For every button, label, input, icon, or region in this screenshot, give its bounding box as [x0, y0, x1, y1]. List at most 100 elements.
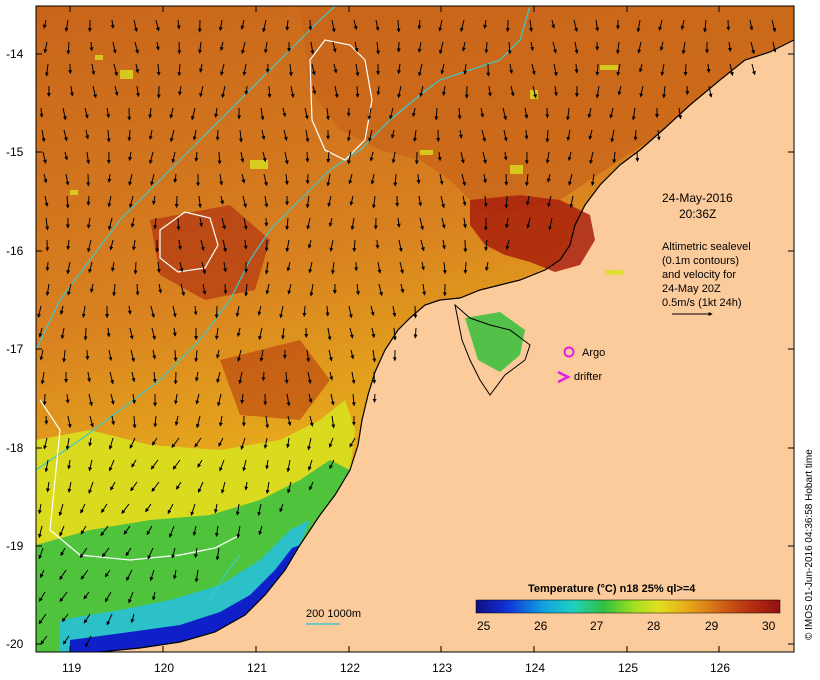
velocity-arrow [397, 85, 402, 99]
drifter-marker-icon [557, 370, 571, 384]
land-coast [585, 40, 794, 290]
velocity-arrow [708, 85, 713, 98]
velocity-arrow [152, 195, 156, 205]
velocity-arrow [106, 107, 111, 119]
velocity-arrow [199, 217, 204, 228]
velocity-arrow [88, 393, 93, 407]
velocity-arrow [131, 459, 137, 468]
velocity-arrow [59, 569, 67, 581]
velocity-arrow [88, 459, 93, 472]
velocity-arrow [121, 503, 130, 515]
velocity-arrow [525, 173, 529, 187]
velocity-arrow [285, 239, 290, 253]
velocity-arrow [368, 129, 373, 143]
velocity-arrow [177, 63, 182, 77]
velocity-arrow [285, 217, 290, 231]
velocity-arrow [172, 327, 177, 337]
velocity-arrow [609, 107, 614, 119]
velocity-arrow [265, 283, 270, 295]
velocity-arrow [566, 129, 571, 142]
velocity-arrow [590, 173, 595, 186]
velocity-arrow [680, 19, 685, 30]
velocity-arrow [411, 107, 416, 118]
velocity-arrow [125, 547, 132, 557]
velocity-arrow [308, 261, 313, 274]
velocity-arrow [463, 239, 468, 253]
velocity-arrow [178, 85, 183, 96]
velocity-arrow [218, 19, 223, 32]
velocity-arrow [327, 327, 332, 341]
velocity-arrow [155, 19, 160, 32]
velocity-arrow [150, 459, 159, 470]
velocity-arrow [108, 437, 114, 450]
velocity-arrow [128, 195, 134, 209]
drifter-legend-label: drifter [574, 371, 602, 383]
velocity-arrow [148, 151, 154, 165]
velocity-arrow [60, 327, 65, 340]
bay-outline [454, 303, 531, 396]
velocity-arrow [287, 283, 292, 295]
velocity-arrow [349, 437, 356, 448]
velocity-arrow [69, 85, 74, 97]
velocity-arrow [399, 261, 404, 274]
velocity-arrow [532, 85, 537, 99]
velocity-arrow [439, 173, 444, 186]
velocity-arrow [109, 239, 114, 251]
velocity-arrow [244, 85, 249, 96]
velocity-arrow [504, 217, 509, 229]
velocity-arrow [65, 393, 70, 404]
velocity-arrow [241, 41, 246, 55]
velocity-arrow [104, 569, 111, 578]
velocity-arrow [214, 107, 219, 118]
velocity-arrow [440, 63, 445, 75]
velocity-arrow [307, 459, 313, 471]
velocity-arrow [44, 63, 49, 77]
argo-legend-label: Argo [582, 347, 605, 359]
velocity-arrow [434, 107, 439, 121]
velocity-arrow [503, 151, 508, 161]
velocity-arrow [110, 261, 115, 272]
velocity-arrow [59, 525, 65, 537]
velocity-arrow [355, 85, 360, 98]
velocity-arrow [566, 107, 570, 121]
velocity-arrow [284, 173, 289, 186]
velocity-arrow [328, 437, 334, 448]
velocity-arrow [461, 173, 467, 187]
velocity-arrow [215, 547, 220, 561]
velocity-arrow [281, 327, 286, 340]
velocity-arrow [587, 107, 592, 119]
velocity-arrow [104, 591, 112, 603]
velocity-arrow [63, 129, 68, 142]
velocity-arrow [221, 85, 226, 99]
velocity-arrow [545, 151, 550, 164]
velocity-arrow [110, 19, 115, 29]
velocity-arrow [46, 481, 50, 493]
velocity-arrow [243, 239, 248, 250]
velocity-arrow [483, 195, 488, 208]
velocity-arrow [135, 283, 140, 296]
velocity-arrow [595, 85, 600, 99]
velocity-arrow [150, 305, 155, 318]
velocity-arrow [681, 41, 686, 55]
velocity-arrow [222, 239, 227, 253]
velocity-arrow [367, 107, 372, 120]
velocity-arrow [351, 371, 356, 385]
velocity-arrow [326, 173, 331, 187]
velocity-arrow [241, 173, 246, 184]
velocity-arrow [152, 349, 157, 360]
velocity-arrow [133, 19, 138, 33]
velocity-arrow [370, 173, 375, 185]
velocity-arrow [282, 107, 287, 118]
velocity-arrow [548, 217, 553, 231]
velocity-arrow [135, 85, 140, 98]
velocity-arrow [287, 415, 292, 427]
velocity-arrow [418, 195, 423, 207]
velocity-arrow [283, 129, 288, 141]
velocity-arrow [45, 283, 50, 296]
cyan-band [60, 520, 310, 652]
velocity-arrow [86, 151, 91, 165]
velocity-arrow [371, 195, 376, 209]
velocity-arrow [213, 503, 218, 514]
hot-patch-central [220, 340, 330, 420]
velocity-arrow [58, 503, 64, 517]
